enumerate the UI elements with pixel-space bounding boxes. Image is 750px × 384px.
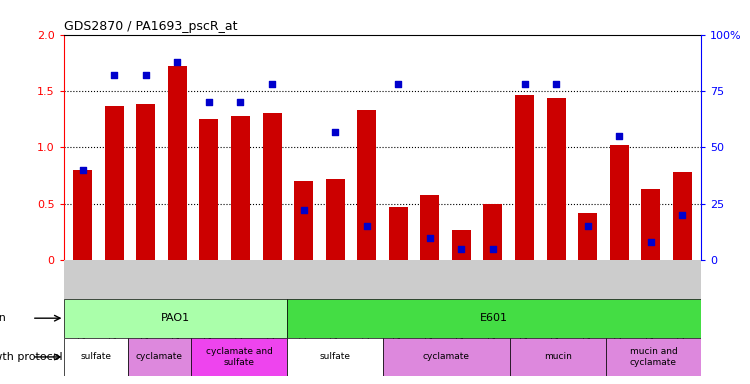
Bar	[64, 299, 286, 338]
Bar	[578, 213, 597, 260]
Bar	[606, 338, 701, 376]
Point	[108, 72, 120, 78]
Bar	[357, 110, 376, 260]
Bar	[673, 172, 692, 260]
Point	[76, 167, 88, 173]
Text: strain: strain	[0, 313, 7, 323]
Bar	[547, 98, 566, 260]
Point	[676, 212, 688, 218]
Bar	[168, 66, 187, 260]
Bar	[326, 179, 345, 260]
Bar	[484, 204, 502, 260]
Bar	[388, 207, 408, 260]
Point	[329, 129, 341, 135]
Point	[140, 72, 152, 78]
Bar	[452, 230, 471, 260]
Text: growth protocol: growth protocol	[0, 352, 62, 362]
Text: E601: E601	[480, 313, 508, 323]
Point	[518, 81, 530, 87]
Text: sulfate: sulfate	[320, 353, 350, 361]
Point	[550, 81, 562, 87]
Point	[645, 239, 657, 245]
Point	[424, 234, 436, 240]
Bar	[515, 96, 534, 260]
Text: GDS2870 / PA1693_pscR_at: GDS2870 / PA1693_pscR_at	[64, 20, 237, 33]
Bar	[610, 145, 628, 260]
Point	[582, 223, 594, 229]
Point	[487, 246, 499, 252]
Text: sulfate: sulfate	[80, 353, 111, 361]
Bar	[136, 104, 155, 260]
Point	[392, 81, 404, 87]
Bar	[262, 114, 281, 260]
Bar	[191, 338, 286, 376]
Point	[171, 58, 183, 65]
Point	[298, 207, 310, 214]
Bar	[128, 338, 191, 376]
Point	[455, 246, 467, 252]
Text: cyclamate: cyclamate	[136, 353, 183, 361]
Text: mucin: mucin	[544, 353, 572, 361]
Bar	[382, 338, 510, 376]
Point	[235, 99, 247, 105]
Bar	[231, 116, 250, 260]
Bar	[294, 181, 313, 260]
Point	[361, 223, 373, 229]
Bar	[74, 170, 92, 260]
Point	[203, 99, 215, 105]
Bar	[420, 195, 440, 260]
Bar	[641, 189, 660, 260]
Bar	[510, 338, 606, 376]
Text: cyclamate and
sulfate: cyclamate and sulfate	[206, 347, 272, 367]
Bar	[286, 299, 701, 338]
Bar	[286, 338, 382, 376]
Text: mucin and
cyclamate: mucin and cyclamate	[629, 347, 677, 367]
Point	[614, 133, 626, 139]
Bar	[64, 338, 128, 376]
Bar	[105, 106, 124, 260]
Text: cyclamate: cyclamate	[423, 353, 470, 361]
Bar	[200, 119, 218, 260]
Point	[266, 81, 278, 87]
Text: PAO1: PAO1	[160, 313, 190, 323]
